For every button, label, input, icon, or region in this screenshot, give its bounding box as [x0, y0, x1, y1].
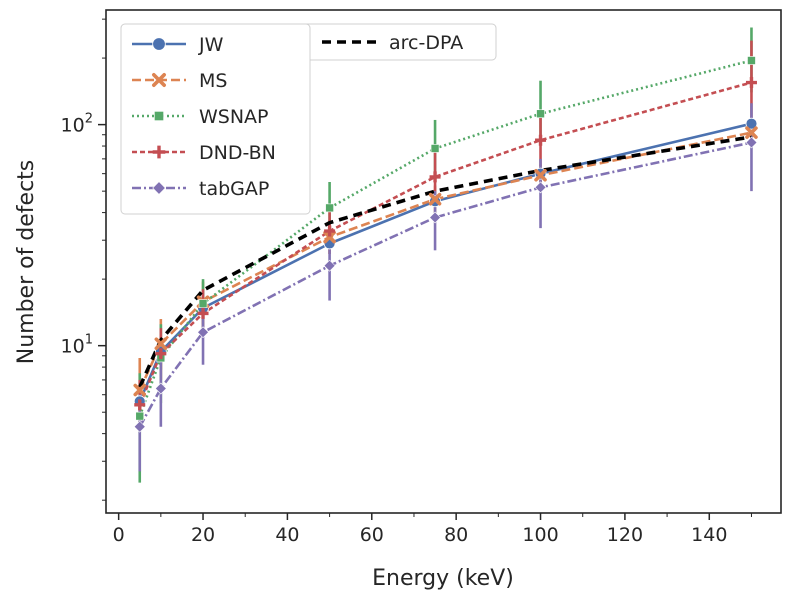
- legend-arc-dpa-label: arc-DPA: [389, 32, 463, 54]
- plot-frame: [105, 9, 782, 514]
- tabgap-point: [323, 259, 336, 272]
- x-tick-label: 60: [360, 524, 384, 546]
- y-tick-label: 102: [61, 112, 93, 137]
- legend-left-box: [120, 23, 311, 215]
- wsnap-point: [198, 299, 208, 308]
- tabgap-point: [154, 382, 167, 395]
- ms-point: [133, 383, 147, 397]
- legend-wsnap-marker: [154, 111, 164, 121]
- dnd-bn-point: [197, 307, 209, 319]
- jw-point: [745, 117, 758, 130]
- x-tick-label: 120: [607, 524, 643, 546]
- dnd-bn-point: [324, 225, 336, 237]
- tabgap-point: [197, 326, 209, 339]
- x-tick-label: 140: [691, 524, 727, 546]
- legend-wsnap-label: WSNAP: [199, 106, 269, 128]
- x-tick-label: 40: [275, 524, 299, 546]
- y-axis-label: Number of defects: [14, 160, 39, 365]
- x-tick-label: 80: [444, 524, 468, 546]
- legend-dnd-bn-label: DND-BN: [199, 142, 276, 164]
- ms-point: [323, 230, 336, 244]
- dnd-bn-point: [745, 77, 757, 89]
- legend-ms-label: MS: [199, 70, 227, 92]
- x-tick-label: 20: [191, 524, 215, 546]
- wsnap-point: [430, 144, 440, 153]
- tabgap-point: [745, 136, 758, 149]
- x-tick-label: 0: [113, 524, 125, 546]
- dnd-bn-point: [155, 348, 167, 360]
- y-tick-label: 101: [61, 333, 93, 358]
- axes: 0 20 40 60 80 100 120 140 101 102: [61, 18, 752, 546]
- legend-jw-label: JW: [198, 34, 224, 56]
- legend-ms-marker: [152, 73, 166, 87]
- dnd-bn-point: [535, 134, 547, 146]
- x-axis-label: Energy (keV): [372, 566, 514, 591]
- tabgap-point: [133, 420, 146, 433]
- ms-point: [428, 192, 442, 206]
- legend-jw-marker: [152, 37, 166, 51]
- legend: arc-DPA JW MS WSNAP DND-BN tabGAP: [120, 23, 497, 215]
- wsnap-point: [325, 203, 334, 213]
- ms-point: [534, 168, 547, 182]
- tabgap-point: [534, 181, 547, 194]
- wsnap-point: [135, 411, 145, 421]
- legend-tabgap-label: tabGAP: [199, 178, 269, 200]
- wsnap-point: [536, 109, 545, 119]
- wsnap-point: [747, 56, 756, 65]
- ms-point: [745, 126, 758, 139]
- tabgap-point: [429, 211, 441, 224]
- dnd-bn-point: [134, 399, 146, 411]
- legend-tabgap-marker: [152, 181, 166, 195]
- x-tick-label: 100: [522, 524, 558, 546]
- ms-point: [154, 337, 168, 351]
- series-markers: [133, 56, 758, 433]
- legend-dnd-bn-marker: [152, 145, 166, 159]
- dnd-bn-point: [429, 171, 441, 183]
- arc-dpa-line: [138, 135, 752, 388]
